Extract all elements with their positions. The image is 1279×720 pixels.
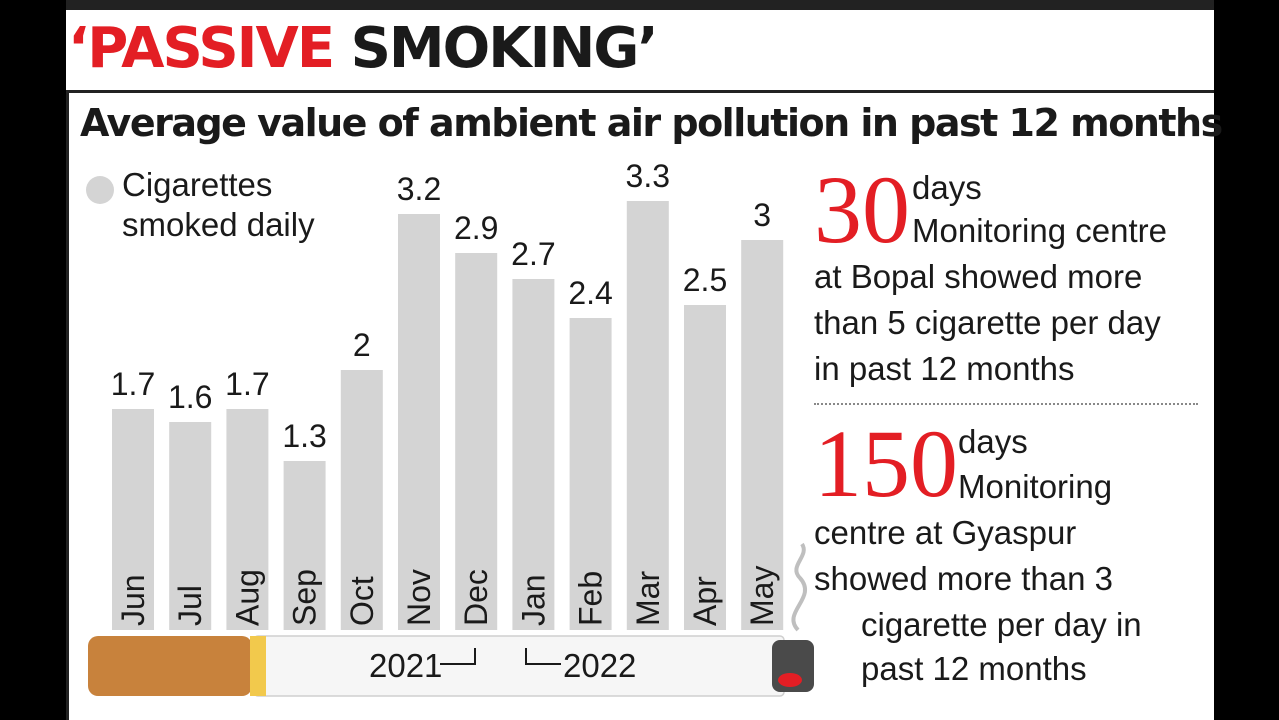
year-bracket-2021 bbox=[440, 648, 476, 665]
month-label: Nov bbox=[401, 569, 437, 626]
data-label: 1.7 bbox=[225, 366, 269, 402]
cigarette-filter bbox=[88, 636, 252, 696]
stat-line: at Bopal showed more bbox=[814, 258, 1143, 295]
data-label: 3 bbox=[753, 197, 771, 233]
month-label: Mar bbox=[630, 571, 666, 626]
month-label: Apr bbox=[687, 576, 723, 626]
bar-aug bbox=[226, 409, 269, 630]
data-label: 2.9 bbox=[454, 210, 498, 246]
month-label: Dec bbox=[458, 569, 494, 626]
bar-oct bbox=[340, 370, 383, 630]
data-label: 2.5 bbox=[683, 262, 727, 298]
stat-unit: days bbox=[912, 169, 982, 206]
data-label: 2 bbox=[353, 327, 371, 363]
stat-line: Monitoring bbox=[958, 468, 1113, 505]
data-label: 2.7 bbox=[511, 236, 555, 272]
stat-unit: days bbox=[958, 423, 1028, 460]
stat-line: past 12 months bbox=[861, 650, 1087, 687]
year-label-2021: 2021 bbox=[369, 647, 442, 684]
month-label: Oct bbox=[344, 576, 380, 626]
cigarette-illustration: 2021 2022 bbox=[88, 542, 814, 697]
bar-chart: 1.7 Jun 1.6 Jul 1.7 Aug 1.3 Sep 2 Oct 3.2 Nov 2.9 Dec… bbox=[88, 158, 814, 697]
headline-red: ‘PASSIVE bbox=[68, 16, 335, 81]
month-label: Feb bbox=[573, 571, 609, 626]
chart-title: Average value of ambient air pollution i… bbox=[80, 101, 1223, 145]
stat-line: centre at Gyaspur bbox=[814, 514, 1077, 551]
stat-number: 150 bbox=[814, 410, 958, 517]
bar-jun bbox=[112, 409, 154, 630]
headline: ‘PASSIVE SMOKING’ bbox=[68, 14, 659, 84]
month-label: Sep bbox=[287, 569, 323, 626]
month-label: Aug bbox=[229, 569, 265, 626]
stat-line: showed more than 3 bbox=[814, 560, 1114, 597]
legend-label: Cigarettes smoked daily bbox=[122, 166, 315, 243]
legend-swatch bbox=[86, 176, 114, 204]
smoke-wisp bbox=[791, 542, 808, 632]
stat-line: than 5 cigarette per day bbox=[814, 304, 1161, 341]
cigarette-paper bbox=[253, 635, 785, 697]
bar-apr bbox=[684, 305, 726, 630]
bars-group: 1.7 Jun 1.6 Jul 1.7 Aug 1.3 Sep 2 Oct 3.2 Nov 2.9 Dec… bbox=[111, 158, 784, 630]
box-left-rule bbox=[66, 90, 69, 720]
bar-sep bbox=[283, 461, 326, 630]
data-label: 1.3 bbox=[282, 418, 326, 454]
stat-line: Monitoring centre bbox=[912, 212, 1167, 249]
month-label: Jul bbox=[172, 585, 208, 626]
stats-divider bbox=[814, 403, 1198, 405]
cigarette-band bbox=[250, 636, 266, 696]
stat-line: cigarette per day in bbox=[861, 606, 1142, 643]
year-bracket-2022 bbox=[525, 648, 561, 665]
bar-may bbox=[741, 240, 784, 630]
cigarette-ember bbox=[778, 673, 802, 687]
bar-jul bbox=[169, 422, 212, 630]
data-label: 3.2 bbox=[397, 171, 441, 207]
top-rule bbox=[66, 0, 1214, 10]
data-label: 3.3 bbox=[626, 158, 670, 194]
headline-black: SMOKING’ bbox=[350, 16, 659, 81]
bar-jan bbox=[512, 279, 555, 630]
bar-nov bbox=[398, 214, 440, 630]
data-label: 2.4 bbox=[568, 275, 612, 311]
stat-number: 30 bbox=[814, 156, 910, 263]
box-top-rule bbox=[66, 90, 1214, 93]
bar-dec bbox=[455, 253, 498, 630]
month-label: Jan bbox=[515, 574, 551, 626]
infographic-panel: ‘PASSIVE SMOKING’ Average value of ambie… bbox=[66, 0, 1223, 720]
month-label: Jun bbox=[115, 574, 151, 626]
bar-feb bbox=[569, 318, 612, 630]
stat-line: in past 12 months bbox=[814, 350, 1075, 387]
data-label: 1.6 bbox=[168, 379, 212, 415]
month-label: May bbox=[744, 566, 780, 626]
data-label: 1.7 bbox=[111, 366, 155, 402]
year-label-2022: 2022 bbox=[563, 647, 636, 684]
bar-mar bbox=[626, 201, 669, 630]
